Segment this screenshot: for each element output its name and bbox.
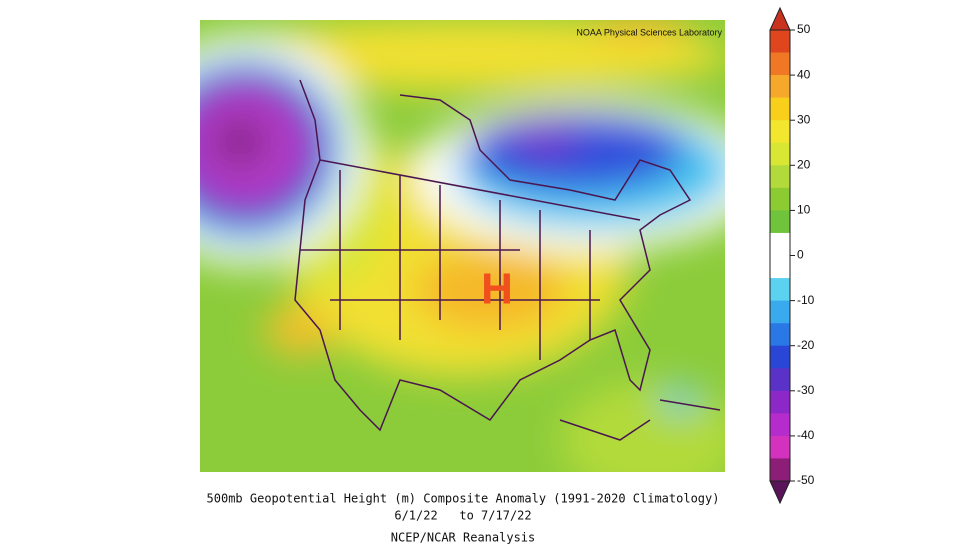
colorbar-tick-label: -10 <box>797 293 815 307</box>
colorbar-band <box>770 390 790 414</box>
colorbar-tick-label: -50 <box>797 473 815 487</box>
colorbar-over <box>769 6 791 31</box>
colorbar-tick-label: -20 <box>797 338 815 352</box>
colorbar-tick-label: 10 <box>797 203 811 217</box>
colorbar-band <box>770 210 790 234</box>
colorbar-band <box>770 97 790 121</box>
colorbar-tick-label: -40 <box>797 428 815 442</box>
colorbar-tick-label: 30 <box>797 112 811 126</box>
credit: NOAA Physical Sciences Laboratory <box>576 27 722 37</box>
colorbar-band <box>770 345 790 369</box>
map-outlines <box>294 79 721 441</box>
colorbar-band <box>770 75 790 98</box>
colorbar-band <box>770 52 790 76</box>
anomaly-map <box>200 20 725 472</box>
colorbar-band <box>770 368 790 392</box>
colorbar-tick-label: 50 <box>797 22 811 36</box>
high-label: H <box>481 265 513 314</box>
colorbar-band <box>770 458 790 482</box>
colorbar-tick-label: -30 <box>797 383 815 397</box>
colorbar-band <box>770 165 790 189</box>
caption: 500mb Geopotential Height (m) Composite … <box>207 492 720 506</box>
colorbar-band <box>770 120 790 144</box>
colorbar-band <box>770 435 790 459</box>
colorbar-tick-label: 0 <box>797 248 804 262</box>
caption: 6/1/22 to 7/17/22 <box>394 509 531 523</box>
colorbar: 50 40 30 20 10 0 -10 -20 -30 -40 -50 <box>769 6 815 505</box>
colorbar-tick-label: 20 <box>797 157 811 171</box>
colorbar-band <box>770 232 790 256</box>
colorbar-band <box>770 300 790 324</box>
colorbar-band <box>770 30 790 53</box>
colorbar-band <box>770 255 790 279</box>
colorbar-tick-label: 40 <box>797 67 811 81</box>
colorbar-under <box>769 480 791 505</box>
colorbar-band <box>770 323 790 346</box>
colorbar-band <box>770 413 790 437</box>
colorbar-band <box>770 142 790 166</box>
caption: NCEP/NCAR Reanalysis <box>391 531 536 545</box>
colorbar-band <box>770 187 790 211</box>
colorbar-band <box>770 278 790 301</box>
